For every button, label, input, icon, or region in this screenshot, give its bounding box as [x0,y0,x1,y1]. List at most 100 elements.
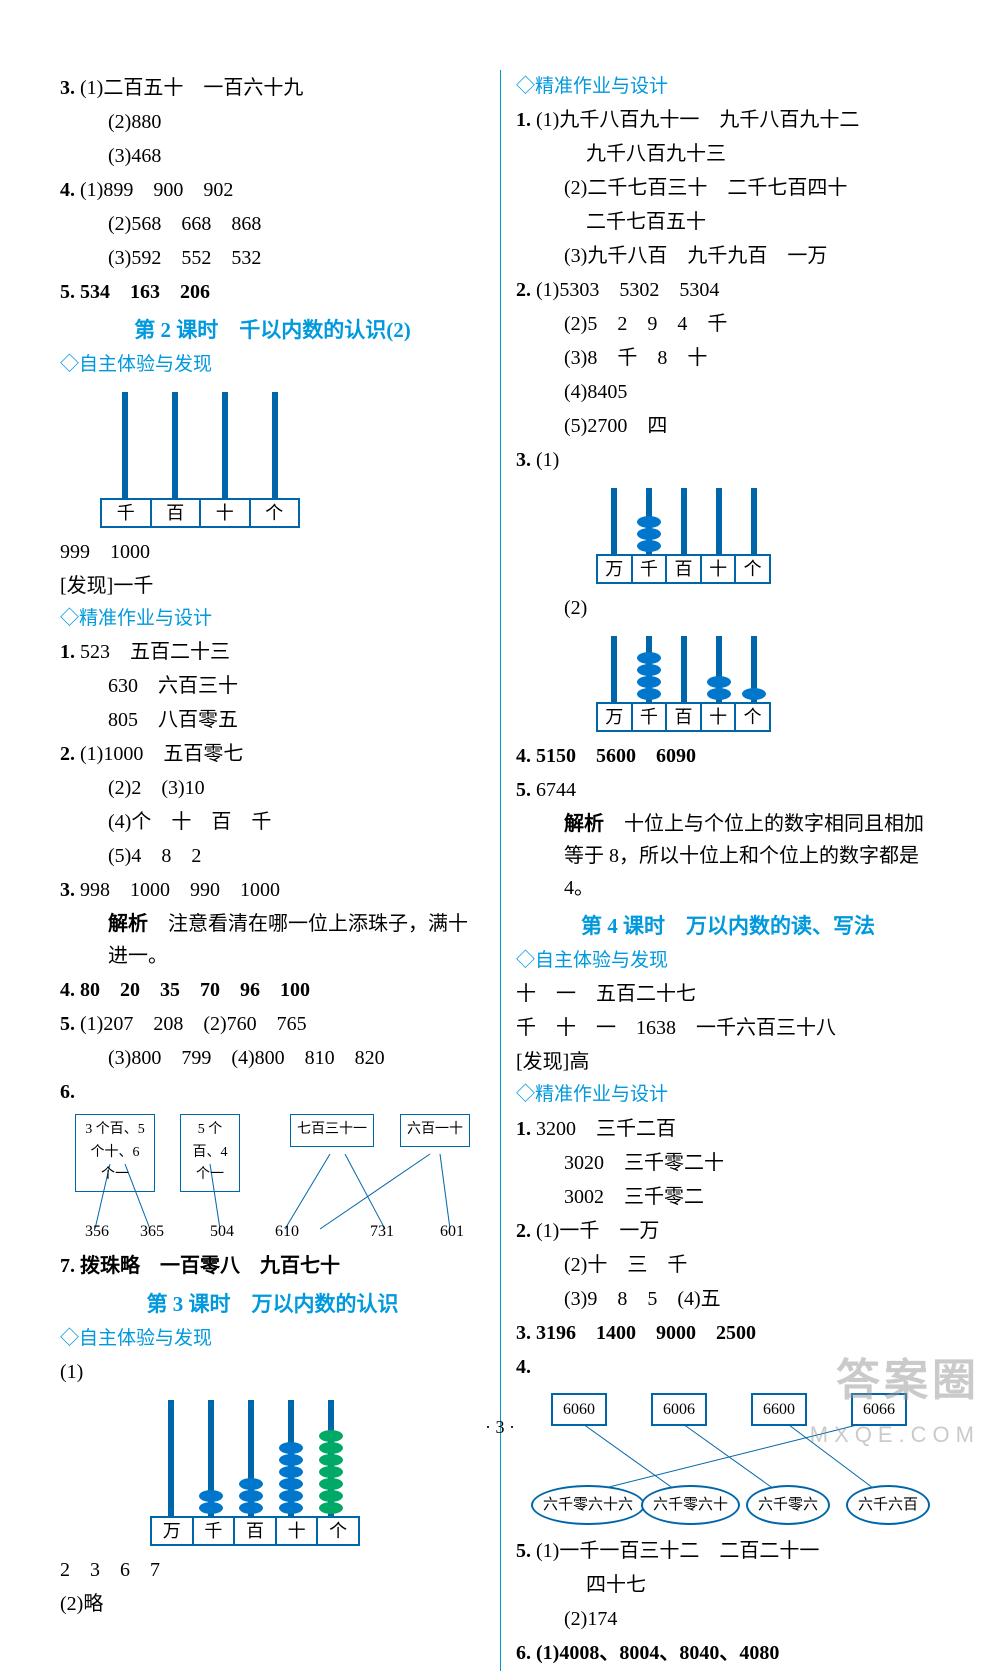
d4-b1: 六千零六十 [641,1485,740,1525]
d4-b3: 六千六百 [846,1485,930,1525]
ab3-c2: 百 [667,556,702,582]
ab4-c2: 百 [667,704,702,730]
p3-jx-label: 解析 [108,913,148,935]
rq1-l2: (2)二千七百三十 二千七百四十 [516,172,940,204]
rs5-num: 5. [516,1540,531,1562]
rq2-l3: (3)8 千 8 十 [516,342,940,374]
ab2-c4: 个 [318,1518,358,1544]
ab4-c4: 个 [736,704,769,730]
p7: 7. 拨珠略 一百零八 九百七十 [60,1250,485,1282]
d6-n4: 731 [370,1219,394,1245]
p2-num: 2. [60,743,75,765]
abacus-3: 万 千 百 十 个 [596,484,771,584]
rs2-num: 2. [516,1220,531,1242]
q4-l2: (2)568 668 868 [60,208,485,240]
q3-l1: (1)二百五十 一百六十九 [80,77,303,99]
d6-n1: 365 [140,1219,164,1245]
p3-jx: 解析 注意看清在哪一位上添珠子，满十进一。 [60,908,485,972]
ab3-c1: 千 [633,556,668,582]
q4-l3: (3)592 552 532 [60,242,485,274]
r-q2: 2. (1)5303 5302 5304 [516,274,940,306]
ab2-c2: 百 [235,1518,277,1544]
p5-l1: (1)207 208 (2)760 765 [80,1013,307,1035]
ab2-c3: 十 [277,1518,319,1544]
p5: 5. (1)207 208 (2)760 765 [60,1008,485,1040]
heading-lesson4: 第 4 课时 万以内数的读、写法 [516,910,940,944]
rr1: 十 一 五百二十七 [516,978,940,1010]
rs2-l3: (3)9 8 5 (4)五 [516,1283,940,1315]
rq2-l1: (1)5303 5302 5304 [536,279,719,301]
rq3-num: 3. [516,449,531,471]
ab4-c1: 千 [633,704,668,730]
rs5-l2: (2)174 [516,1603,940,1635]
rr2: 千 十 一 1638 一千六百三十八 [516,1012,940,1044]
d6-n2: 504 [210,1219,234,1245]
rs1: 1. 3200 三千二百 [516,1113,940,1145]
rq1-l1b: 九千八百九十三 [516,138,940,170]
q3-1: 3. (1)二百五十 一百六十九 [60,72,485,104]
after-ab1-a: 999 1000 [60,536,485,568]
rq3-1: (1) [536,449,559,471]
d6-b1: 5 个百、4 个一 [180,1114,240,1191]
subhead-work-1: ◇精准作业与设计 [60,604,485,634]
rs6: 6. (1)4008、8004、8040、4080 [516,1637,940,1669]
rq5-num: 5. [516,779,531,801]
q4-l1: (1)899 900 902 [80,179,233,201]
abacus-1: 千 百 十 个 [100,388,300,528]
ab1-c1: 百 [152,500,202,526]
after-ab1-b: [发现]一千 [60,570,485,602]
p1-l1: 523 五百二十三 [80,641,230,663]
rr3: [发现]高 [516,1046,940,1078]
rq3-2: (2) [516,592,940,624]
rq1-num: 1. [516,109,531,131]
q3-num: 3. [60,77,75,99]
abacus-4: 万 千 百 十 个 [596,632,771,732]
q3-l2: (2)880 [60,106,485,138]
ab3-c0: 万 [598,556,633,582]
rq1-l1: (1)九千八百九十一 九千八百九十二 [536,109,859,131]
subhead-discover-r: ◇自主体验与发现 [516,946,940,976]
rq2-l4: (4)8405 [516,376,940,408]
p3-num: 3. [60,879,75,901]
rs1-l2: 3020 三千零二十 [516,1147,940,1179]
p3-l2: 注意看清在哪一位上添珠子，满十进一。 [108,913,468,967]
q4: 4. (1)899 900 902 [60,174,485,206]
rs2-l1: (1)一千 一万 [536,1220,659,1242]
rq4: 4. 5150 5600 6090 [516,740,940,772]
ab3-c4: 个 [736,556,769,582]
rq2-num: 2. [516,279,531,301]
p3-l1: 998 1000 990 1000 [80,879,280,901]
d6-b2: 七百三十一 [290,1114,374,1146]
q4-num: 4. [60,179,75,201]
rs5-l1b: 四十七 [516,1569,940,1601]
r-q1: 1. (1)九千八百九十一 九千八百九十二 [516,104,940,136]
p1-l3: 805 八百零五 [60,704,485,736]
r-q5: 5. 6744 [516,774,940,806]
p2-l2: (2)2 (3)10 [60,772,485,804]
rq1-l3: (3)九千八百 九千九百 一万 [516,240,940,272]
p1: 1. 523 五百二十三 [60,636,485,668]
p2-l3: (4)个 十 百 千 [60,806,485,838]
ab1-c2: 十 [201,500,251,526]
rs2: 2. (1)一千 一万 [516,1215,940,1247]
p5-num: 5. [60,1013,75,1035]
p2-l4: (5)4 8 2 [60,840,485,872]
ab1-c3: 个 [251,500,299,526]
subhead-discover-1: ◇自主体验与发现 [60,350,485,380]
q3-l3: (3)468 [60,140,485,172]
rs1-l1: 3200 三千二百 [536,1118,676,1140]
after-ab2-b: (2)略 [60,1588,485,1620]
q5: 5. 534 163 206 [60,276,485,308]
watermark: 答案圈 MXQE.COM [810,1346,980,1452]
p5-l2: (3)800 799 (4)800 810 820 [60,1042,485,1074]
r-q3: 3. (1) [516,444,940,476]
heading-lesson3: 第 3 课时 万以内数的认识 [60,1288,485,1322]
ab2-c1: 千 [194,1518,236,1544]
rq1-l2b: 二千七百五十 [516,206,940,238]
rs3: 3. 3196 1400 9000 2500 [516,1317,940,1349]
watermark-big: 答案圈 [810,1346,980,1416]
rs1-l3: 3002 三千零二 [516,1181,940,1213]
rs2-l2: (2)十 三 千 [516,1249,940,1281]
heading-lesson2: 第 2 课时 千以内数的认识(2) [60,314,485,348]
ab4-c3: 十 [702,704,737,730]
